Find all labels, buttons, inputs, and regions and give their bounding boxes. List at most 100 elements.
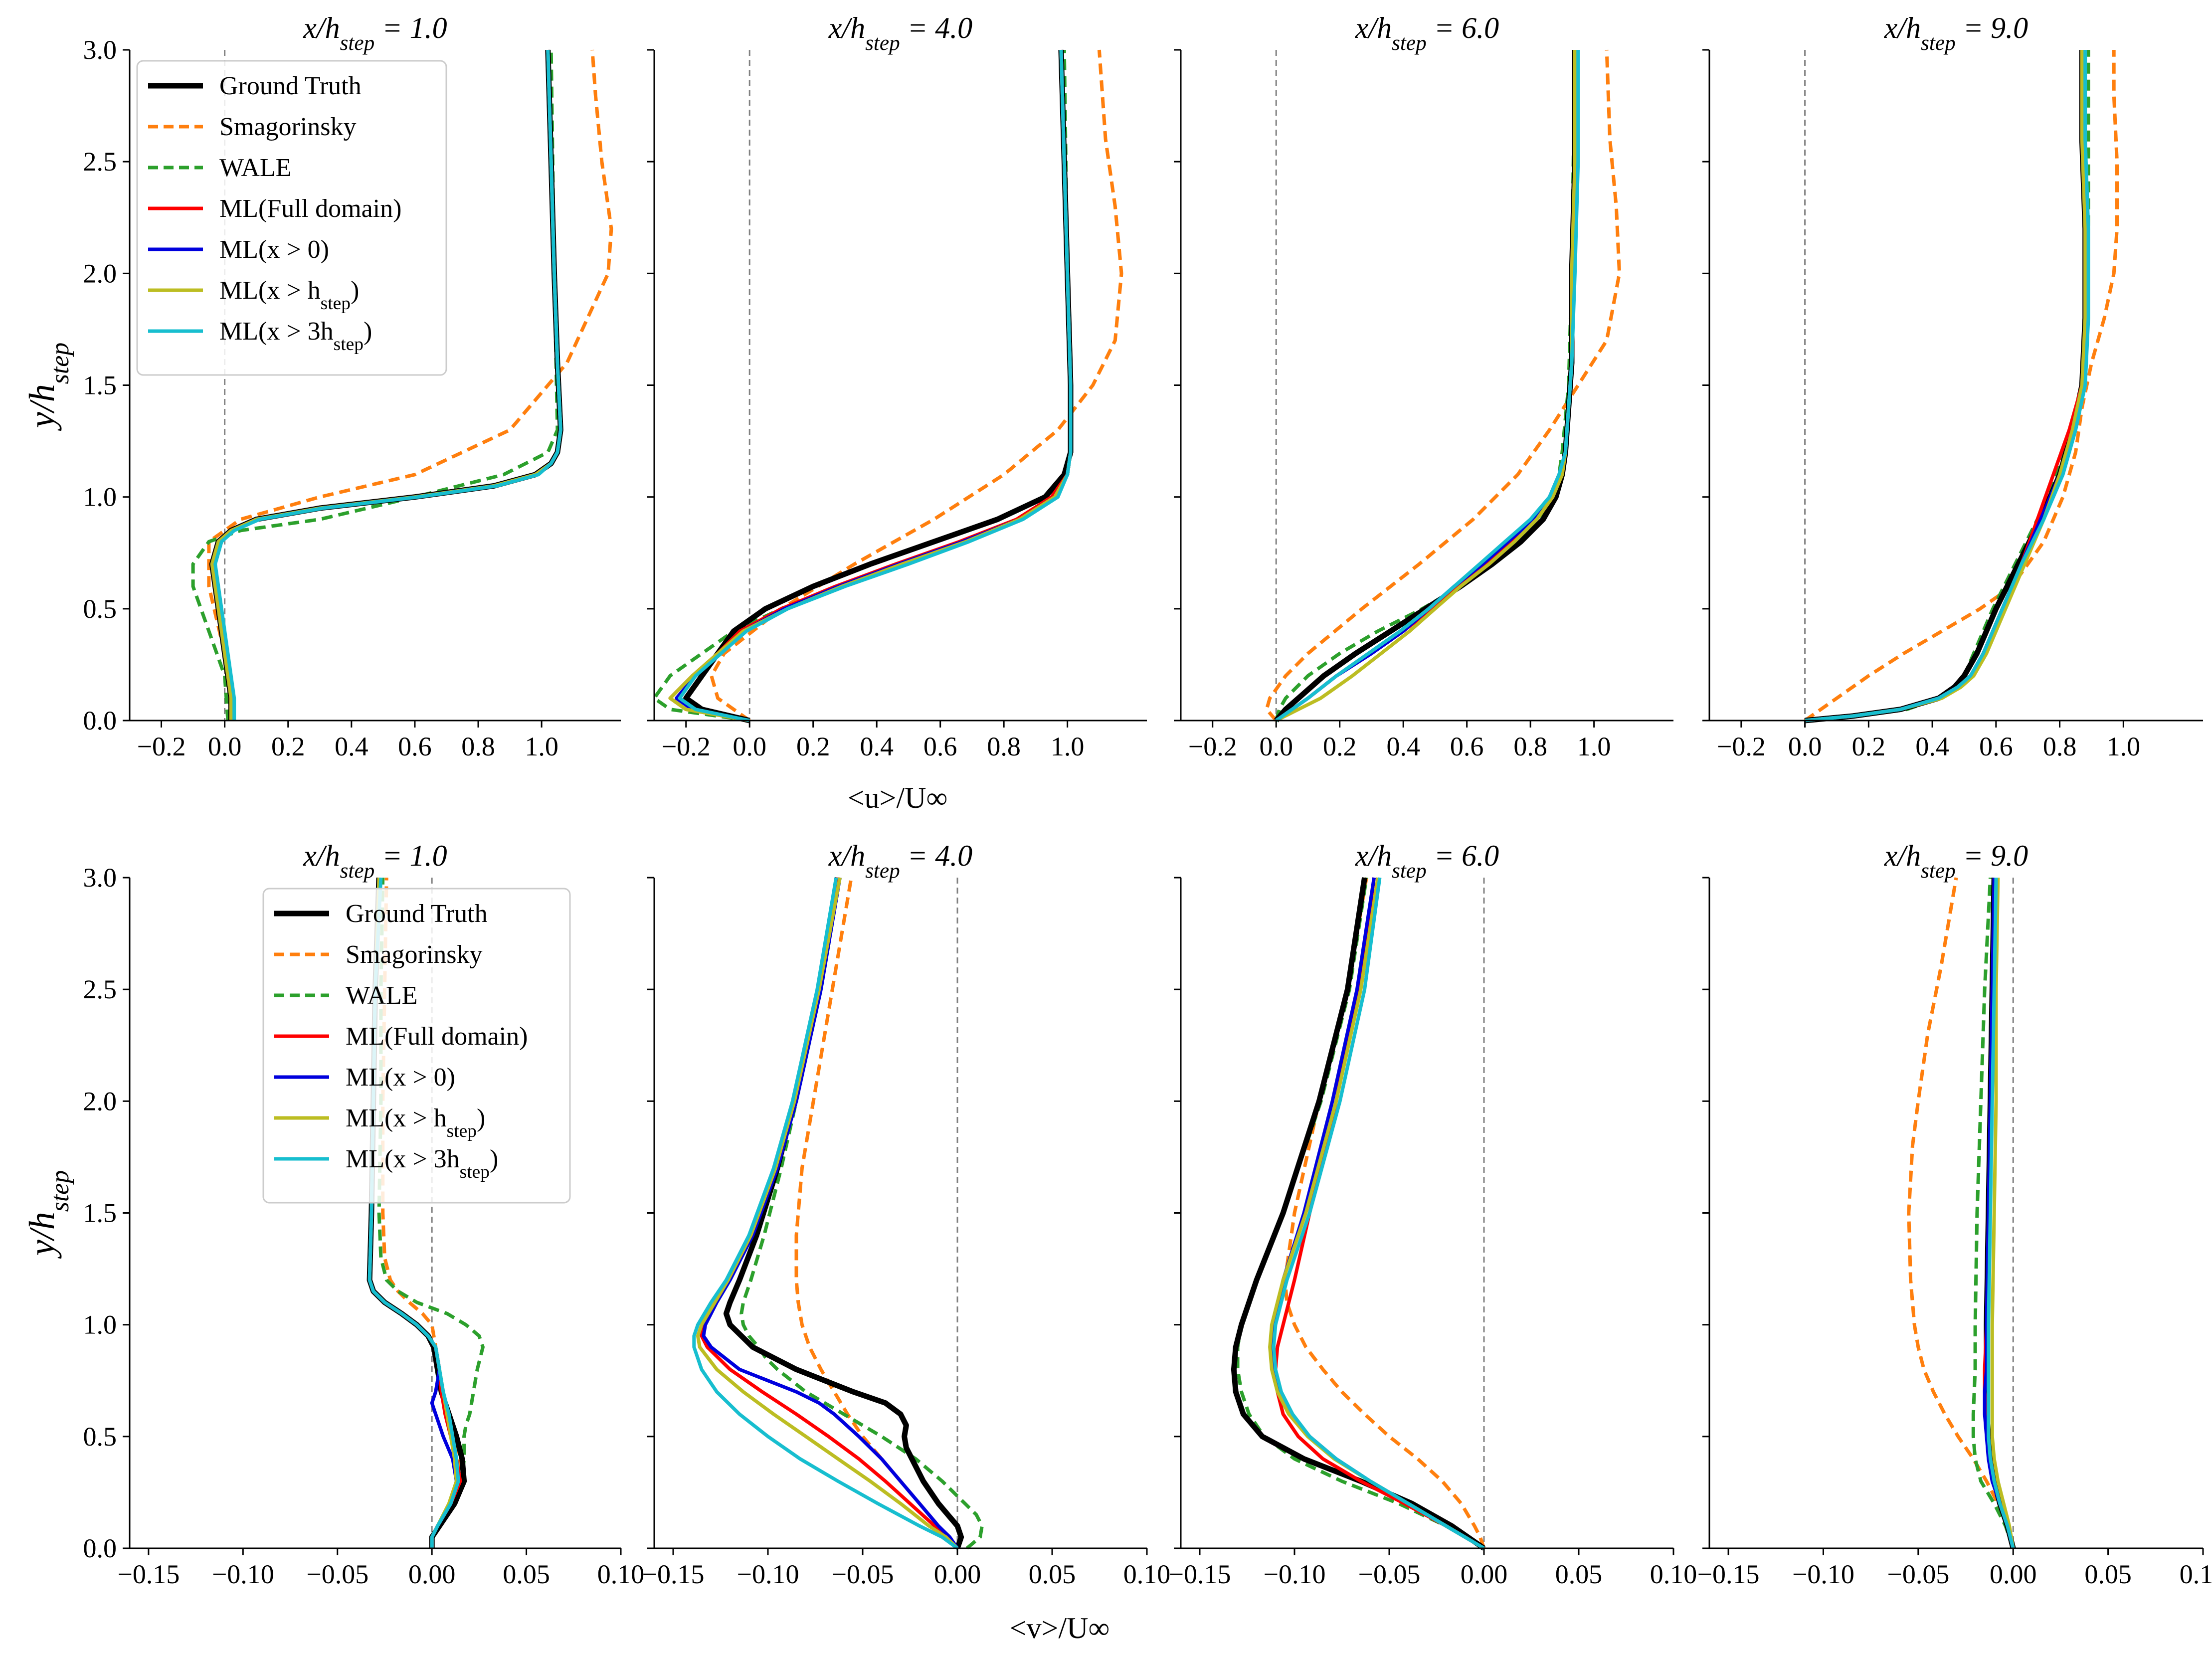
y-tick-label: 1.5 bbox=[83, 1198, 117, 1228]
series-ml-x-0- bbox=[1270, 877, 1485, 1550]
panel-u-4: −0.2 0.0 0.2 0.4 0.6 0.8 1.0 x/hstep = 9.0 bbox=[1702, 11, 2203, 761]
y-tick-label: 3.0 bbox=[83, 35, 117, 65]
x-tick-label: 0.6 bbox=[923, 732, 957, 761]
series-smagorinsky bbox=[794, 877, 959, 1550]
x-tick-label: 0.10 bbox=[2180, 1559, 2212, 1589]
x-tick-label: 0.10 bbox=[1123, 1559, 1171, 1589]
y-tick-label: 0.0 bbox=[83, 706, 117, 736]
x-tick-label: −0.05 bbox=[1358, 1559, 1421, 1589]
series-wale bbox=[739, 877, 984, 1550]
x-tick-label: −0.10 bbox=[1792, 1559, 1854, 1589]
y-tick-label: 2.0 bbox=[83, 1086, 117, 1116]
series-ml-x-h-step- bbox=[1805, 50, 2087, 723]
series-wale bbox=[652, 49, 1073, 723]
x-tick-label: 0.8 bbox=[987, 732, 1021, 761]
x-tick-label: 0.00 bbox=[1461, 1559, 1508, 1589]
series-wale bbox=[377, 877, 485, 1548]
x-tick-label: 0.0 bbox=[733, 732, 766, 761]
x-tick-label: 0.2 bbox=[271, 732, 305, 761]
x-axis-label-v: <v>/U∞ bbox=[1010, 1612, 1109, 1645]
x-tick-label: −0.10 bbox=[212, 1559, 274, 1589]
x-tick-label: 1.0 bbox=[1051, 732, 1085, 761]
series-ml-x-3h-step- bbox=[213, 49, 562, 721]
panel-title: x/hstep = 6.0 bbox=[1355, 11, 1499, 55]
series-smagorinsky bbox=[710, 49, 1123, 722]
x-tick-label: 0.4 bbox=[1386, 732, 1420, 761]
y-tick-label: 1.5 bbox=[83, 370, 117, 400]
series-ground-truth bbox=[1805, 50, 2088, 724]
y-axis-label: y/hstep bbox=[22, 1170, 74, 1259]
x-tick-label: 0.0 bbox=[1259, 732, 1293, 761]
legend-label: WALE bbox=[219, 154, 291, 182]
x-tick-label: 0.8 bbox=[461, 732, 495, 761]
y-tick-label: 0.5 bbox=[83, 1422, 117, 1452]
x-tick-label: −0.15 bbox=[1697, 1559, 1760, 1589]
y-tick-label: 2.5 bbox=[83, 974, 117, 1004]
series-ground-truth bbox=[683, 49, 1074, 724]
series-ml-x-h-step- bbox=[696, 877, 959, 1550]
series-ml-x-0- bbox=[1805, 50, 2087, 723]
y-tick-label: 1.0 bbox=[83, 1310, 117, 1340]
series-ml-x-h-step- bbox=[668, 49, 1073, 723]
legend-label: ML(x > 0) bbox=[346, 1063, 455, 1092]
x-tick-label: −0.10 bbox=[1264, 1559, 1326, 1589]
x-tick-label: 1.0 bbox=[525, 732, 558, 761]
x-tick-label: −0.2 bbox=[662, 732, 711, 761]
legend-label: Ground Truth bbox=[346, 900, 488, 928]
series-ml-x-3h-step- bbox=[1275, 50, 1580, 722]
x-tick-label: 0.10 bbox=[1650, 1559, 1697, 1589]
x-tick-label: 0.10 bbox=[597, 1559, 645, 1589]
x-tick-label: 0.00 bbox=[1990, 1559, 2037, 1589]
x-tick-label: −0.15 bbox=[117, 1559, 180, 1589]
x-tick-label: −0.2 bbox=[1717, 732, 1766, 761]
panel-title: x/hstep = 4.0 bbox=[828, 839, 972, 883]
panel-v-3: −0.15 −0.10 −0.05 0.00 0.05 0.10 x/hstep = 6.0 bbox=[1169, 839, 1697, 1589]
panel-v-1: −0.15 −0.10 −0.05 0.00 0.05 0.10 0.0 0.5 1.0 1.5 2… bbox=[22, 839, 644, 1589]
series-ml-x-3h-step- bbox=[1272, 877, 1485, 1550]
x-tick-label: 0.05 bbox=[1555, 1559, 1603, 1589]
x-tick-label: 0.8 bbox=[1513, 732, 1547, 761]
series-ml-x-0- bbox=[702, 877, 959, 1549]
y-tick-label: 1.0 bbox=[83, 482, 117, 512]
series-ml-x-3h-step- bbox=[368, 877, 460, 1548]
series-ml-x-0- bbox=[675, 49, 1073, 723]
panel-u-2: −0.2 0.0 0.2 0.4 0.6 0.8 1.0 x/hstep = 4.0 bbox=[647, 11, 1147, 761]
x-tick-label: 0.05 bbox=[503, 1559, 550, 1589]
x-tick-label: 0.4 bbox=[335, 732, 369, 761]
series-smagorinsky bbox=[1283, 877, 1486, 1549]
legend-label: ML(Full domain) bbox=[346, 1022, 528, 1051]
panel-title: x/hstep = 4.0 bbox=[828, 11, 972, 55]
x-tick-label: −0.05 bbox=[306, 1559, 369, 1589]
x-tick-label: −0.05 bbox=[1887, 1559, 1949, 1589]
x-tick-label: 0.6 bbox=[398, 732, 432, 761]
series-smagorinsky bbox=[207, 49, 613, 721]
x-tick-label: 0.05 bbox=[1029, 1559, 1076, 1589]
series-smagorinsky bbox=[1265, 49, 1622, 722]
series-ml-full-domain- bbox=[1275, 50, 1577, 722]
series-ml-x-0- bbox=[1275, 50, 1577, 722]
x-tick-label: −0.15 bbox=[1169, 1559, 1231, 1589]
series-wale bbox=[191, 49, 559, 721]
x-tick-label: 0.8 bbox=[2043, 732, 2077, 761]
panel-title: x/hstep = 1.0 bbox=[303, 839, 447, 883]
legend-label: Smagorinsky bbox=[219, 113, 356, 141]
x-tick-label: 0.2 bbox=[1323, 732, 1357, 761]
x-tick-label: 0.2 bbox=[1852, 732, 1886, 761]
legend-label: Smagorinsky bbox=[346, 940, 482, 969]
series-ml-x-3h-step- bbox=[678, 49, 1073, 723]
panel-title: x/hstep = 1.0 bbox=[303, 11, 447, 55]
legend-label: Ground Truth bbox=[219, 72, 362, 100]
x-tick-label: −0.15 bbox=[642, 1559, 705, 1589]
series-ground-truth bbox=[723, 877, 964, 1549]
x-tick-label: −0.2 bbox=[1188, 732, 1237, 761]
y-tick-label: 0.5 bbox=[83, 594, 117, 624]
series-ml-full-domain- bbox=[700, 877, 959, 1550]
legend: Ground Truth Smagorinsky WALE ML(Full domai… bbox=[136, 60, 447, 376]
panel-title: x/hstep = 9.0 bbox=[1884, 11, 2028, 55]
series-smagorinsky bbox=[1907, 877, 2015, 1549]
series-ground-truth bbox=[1274, 50, 1578, 723]
x-tick-label: 0.4 bbox=[860, 732, 894, 761]
series-wale bbox=[1971, 877, 2015, 1549]
x-tick-label: 0.4 bbox=[1915, 732, 1949, 761]
x-tick-label: −0.05 bbox=[832, 1559, 894, 1589]
